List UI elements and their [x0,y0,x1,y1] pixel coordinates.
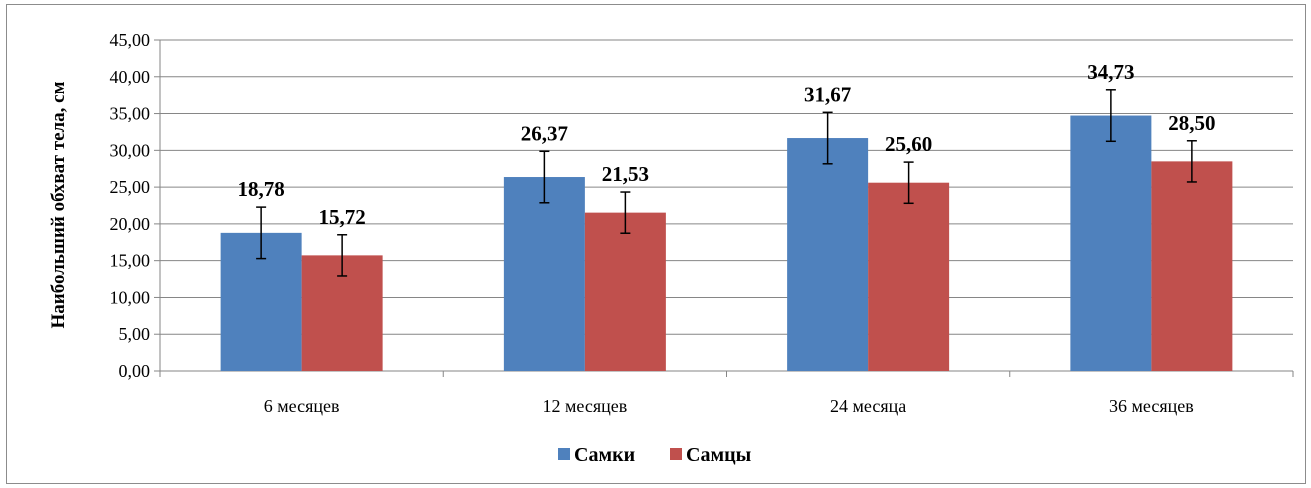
legend-label: Самцы [686,444,752,466]
y-tick-label: 40,00 [110,67,151,87]
y-tick-label: 10,00 [110,287,151,307]
data-label: 18,78 [238,177,285,201]
legend-label: Самки [574,444,635,466]
data-label: 28,50 [1168,111,1215,135]
bar [787,138,869,371]
data-label: 15,72 [319,205,366,229]
data-label: 31,67 [804,82,851,106]
y-tick-label: 25,00 [110,177,151,197]
y-tick-label: 30,00 [110,140,151,160]
y-tick-label: 35,00 [110,104,151,124]
data-label: 26,37 [521,121,568,145]
data-label: 25,60 [885,132,932,156]
data-label: 21,53 [602,162,649,186]
bar [503,177,585,371]
error-bars [256,89,1197,277]
legend-swatch [670,448,682,460]
category-labels: 6 месяцев 12 месяцев 24 месяца 36 месяцев [264,396,1194,416]
y-axis-label: Наибольший обхват тела, см [48,81,69,328]
data-label: 34,73 [1087,60,1134,84]
bars [220,115,1233,371]
bar [1070,115,1152,371]
y-tick-label: 45,00 [110,30,151,50]
y-tick-label: 20,00 [110,214,151,234]
category-label: 24 месяца [830,396,906,416]
category-label: 12 месяцев [543,396,628,416]
legend: Самки Самцы [558,444,752,466]
bar [1151,161,1233,371]
category-label: 6 месяцев [264,396,340,416]
legend-swatch [558,448,570,460]
y-axis-ticks: 0,00 5,00 10,00 15,00 20,00 25,00 30,00 35,00 40… [110,30,160,381]
data-labels: 18,78 15,72 26,37 21,53 31,67 25,60 34,73 28,50 [238,60,1216,229]
y-tick-label: 5,00 [119,324,151,344]
y-tick-label: 0,00 [119,361,151,381]
category-label: 36 месяцев [1109,396,1194,416]
bar [868,182,950,371]
y-tick-label: 15,00 [110,251,151,271]
bar [584,212,666,371]
